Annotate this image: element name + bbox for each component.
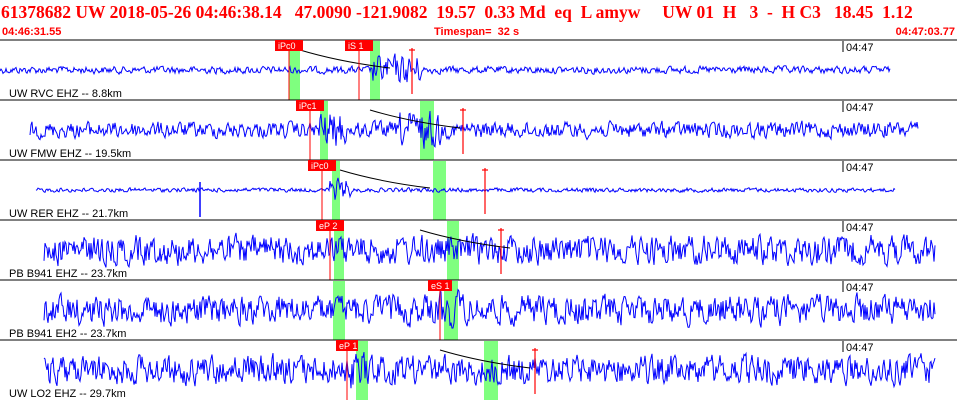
station-label: UW LO2 EHZ -- 29.7km [9,388,126,400]
pick-window [444,281,458,340]
waveform [43,351,936,389]
event-header: 61378682 UW 2018-05-26 04:46:38.14 47.00… [0,0,957,40]
trace-panel[interactable]: iPc0 04:47 UW RER EHZ -- 21.7km [0,159,957,220]
arrival-curve [439,349,531,369]
pick-label: eP 2 [319,221,337,231]
trace-panel[interactable]: iPc0 iS 1 04:47 UW RVC EHZ -- 8.8km [0,39,957,100]
pick-flag[interactable] [275,40,303,51]
minute-tick-label: 04:47 [846,282,874,294]
pick-window [334,221,344,280]
trace-panel[interactable]: eS 1 04:47 PB B941 EH2 -- 23.7km [0,279,957,340]
pick-window [356,341,368,400]
waveform [0,53,891,84]
waveform [35,177,896,200]
window-end-time: 04:47:03.77 [895,26,955,38]
event-summary-title: 61378682 UW 2018-05-26 04:46:38.14 47.00… [1,2,913,22]
pick-flag[interactable] [308,160,336,171]
pick-window [433,161,446,220]
minute-tick-label: 04:47 [846,222,874,234]
waveform [43,232,936,269]
pick-label: iPc0 [278,41,296,51]
minute-tick-label: 04:47 [846,102,874,114]
arrival-curve [369,109,461,129]
minute-tick-label: 04:47 [846,42,874,54]
station-label: UW RVC EHZ -- 8.8km [9,88,122,100]
station-label: UW FMW EHZ -- 19.5km [9,148,131,160]
pick-flag[interactable] [296,100,324,111]
pick-label: iPc0 [311,161,329,171]
pick-label: eP 1 [339,341,357,351]
waveform [43,288,936,329]
pick-flag[interactable] [336,340,358,351]
trace-panel[interactable]: iPc1 04:47 UW FMW EHZ -- 19.5km [0,99,957,160]
pick-flag[interactable] [428,280,452,291]
pick-label: eS 1 [431,281,450,291]
trace-panel[interactable]: eP 1 04:47 UW LO2 EHZ -- 29.7km [0,339,957,400]
timespan-label: Timespan= 32 s [434,26,520,38]
pick-label: iPc1 [299,101,317,111]
waveform [29,110,919,149]
pick-window [333,281,345,340]
arrival-curve [339,169,431,189]
station-label: UW RER EHZ -- 21.7km [9,208,128,220]
pick-label: iS 1 [348,41,364,51]
window-start-time: 04:46:31.55 [2,26,62,38]
pick-window [289,41,300,100]
minute-tick-label: 04:47 [846,162,874,174]
trace-panel[interactable]: eP 2 04:47 PB B941 EHZ -- 23.7km [0,219,957,280]
arrival-curve [299,49,391,69]
station-label: PB B941 EHZ -- 23.7km [9,268,127,280]
pick-flag[interactable] [345,40,373,51]
minute-tick-label: 04:47 [846,342,874,354]
station-label: PB B941 EH2 -- 23.7km [9,328,126,340]
pick-flag[interactable] [316,220,344,231]
arrival-curve [419,229,511,249]
